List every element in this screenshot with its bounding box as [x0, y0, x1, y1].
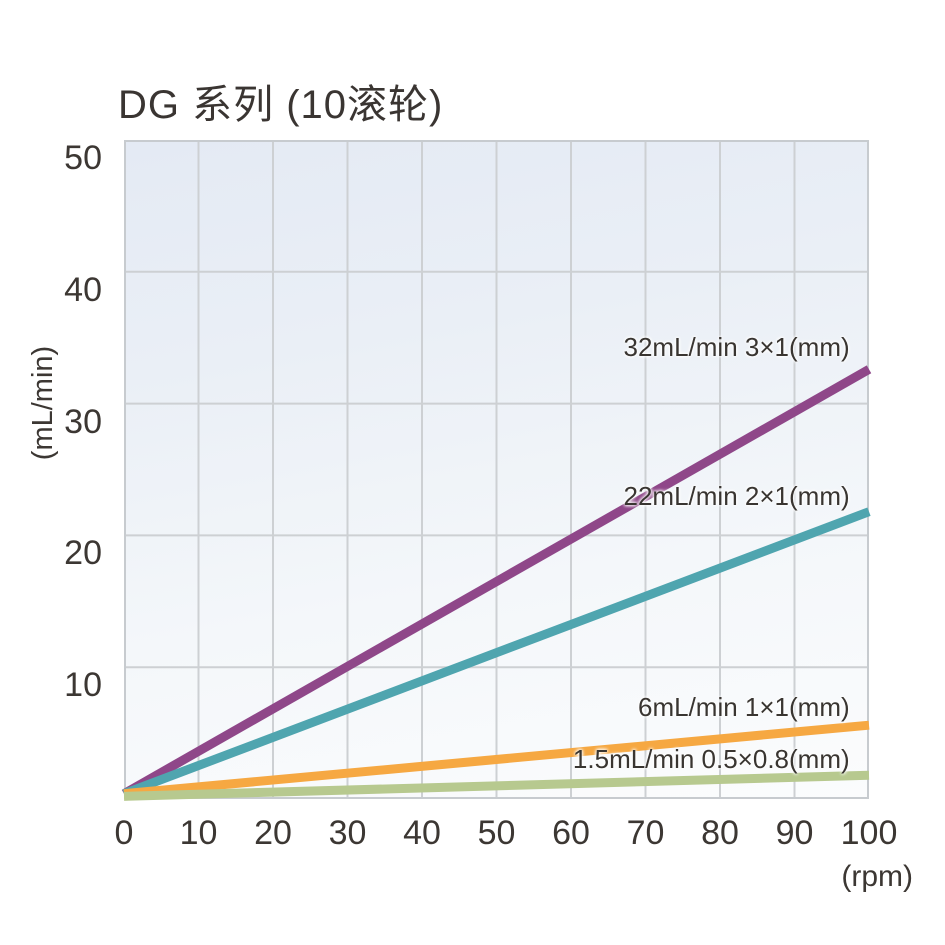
- x-tick-label-20: 20: [254, 814, 292, 852]
- x-tick-label-0: 0: [114, 814, 134, 852]
- series-label-3×1(mm): 32mL/min 3×1(mm): [623, 331, 850, 362]
- x-tick-label-90: 90: [775, 814, 814, 852]
- series-line-0.5×0.8(mm): [123, 770, 870, 801]
- x-tick-label-70: 70: [626, 814, 665, 852]
- x-tick-label-30: 30: [328, 814, 367, 852]
- chart-title: DG 系列 (10滚轮): [118, 83, 444, 127]
- series-label-0.5×0.8(mm): 1.5mL/min 0.5×0.8(mm): [572, 744, 850, 775]
- y-tick-label-40: 40: [64, 270, 102, 309]
- series-line-1×1(mm): [123, 720, 870, 799]
- x-tick-label-40: 40: [403, 814, 441, 852]
- y-tick-label-20: 20: [64, 534, 102, 573]
- x-tick-label-100: 100: [840, 814, 898, 852]
- x-tick-label-50: 50: [477, 814, 516, 852]
- series-line-3×1(mm): [121, 365, 872, 798]
- y-tick-label-50: 50: [64, 139, 102, 177]
- plot-area: 32mL/min 3×1(mm) 22mL/min 2×1(mm) 6mL/min …: [121, 140, 872, 801]
- x-tick-label-10: 10: [179, 814, 218, 852]
- series-label-1×1(mm): 6mL/min 1×1(mm): [637, 691, 850, 722]
- x-axis-unit-label: (rpm): [841, 860, 913, 893]
- x-tick-label-60: 60: [552, 814, 590, 852]
- y-tick-label-30: 30: [64, 402, 102, 441]
- chart-svg: [121, 140, 872, 801]
- y-tick-label-10: 10: [64, 666, 102, 705]
- series-line-2×1(mm): [122, 507, 871, 798]
- x-tick-label-80: 80: [701, 814, 739, 852]
- series-label-2×1(mm): 22mL/min 2×1(mm): [623, 480, 850, 511]
- plot-border: [124, 140, 869, 799]
